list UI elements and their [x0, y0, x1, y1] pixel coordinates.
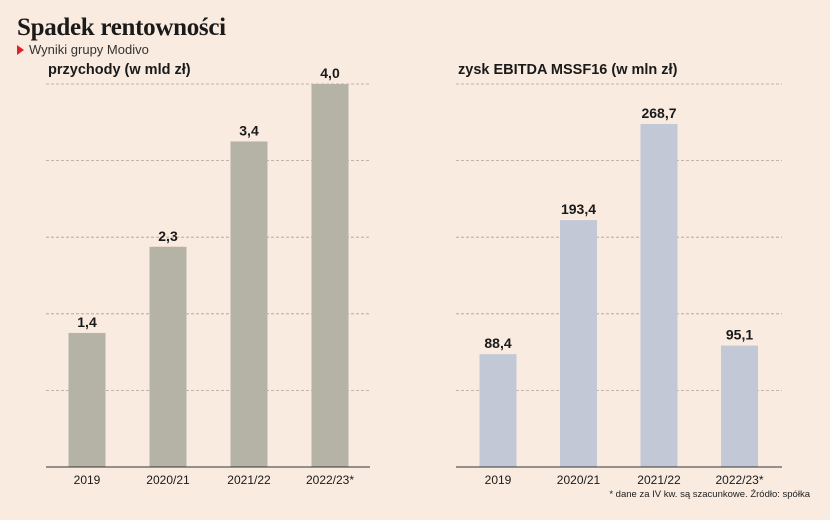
data-label-ebitda-2: 268,7	[641, 105, 676, 121]
panel-title-revenue: przychody (w mld zł)	[48, 62, 191, 78]
subtitle-text: Wyniki grupy Modivo	[29, 42, 149, 57]
bar-revenue-3	[311, 84, 349, 467]
triangle-marker-icon	[17, 44, 24, 55]
bar-revenue-1	[149, 246, 187, 467]
category-label-revenue-1: 2020/21	[146, 473, 190, 487]
data-label-ebitda-0: 88,4	[484, 335, 511, 351]
chart-title: Spadek rentowności	[17, 14, 226, 41]
data-label-revenue-1: 2,3	[158, 228, 178, 244]
category-label-ebitda-0: 2019	[485, 473, 512, 487]
footnote: * dane za IV kw. są szacunkowe. Źródło: …	[609, 489, 810, 500]
bar-revenue-0	[68, 332, 106, 467]
chart-subtitle: Wyniki grupy Modivo	[17, 42, 149, 57]
category-label-ebitda-1: 2020/21	[557, 473, 601, 487]
data-label-revenue-2: 3,4	[239, 122, 259, 138]
data-label-ebitda-1: 193,4	[561, 201, 596, 217]
data-label-revenue-3: 4,0	[320, 65, 340, 81]
category-label-ebitda-2: 2021/22	[637, 473, 681, 487]
bar-ebitda-1	[560, 220, 597, 467]
category-label-ebitda-3: 2022/23*	[715, 473, 763, 487]
data-label-ebitda-3: 95,1	[726, 327, 753, 343]
bar-revenue-2	[230, 141, 268, 467]
category-label-revenue-0: 2019	[74, 473, 101, 487]
category-label-revenue-3: 2022/23*	[306, 473, 354, 487]
data-label-revenue-0: 1,4	[77, 314, 97, 330]
bar-ebitda-3	[721, 345, 758, 467]
bar-ebitda-2	[640, 123, 678, 468]
bar-ebitda-0	[479, 354, 517, 467]
category-label-revenue-2: 2021/22	[227, 473, 271, 487]
panel-title-ebitda: zysk EBITDA MSSF16 (w mln zł)	[458, 62, 678, 78]
